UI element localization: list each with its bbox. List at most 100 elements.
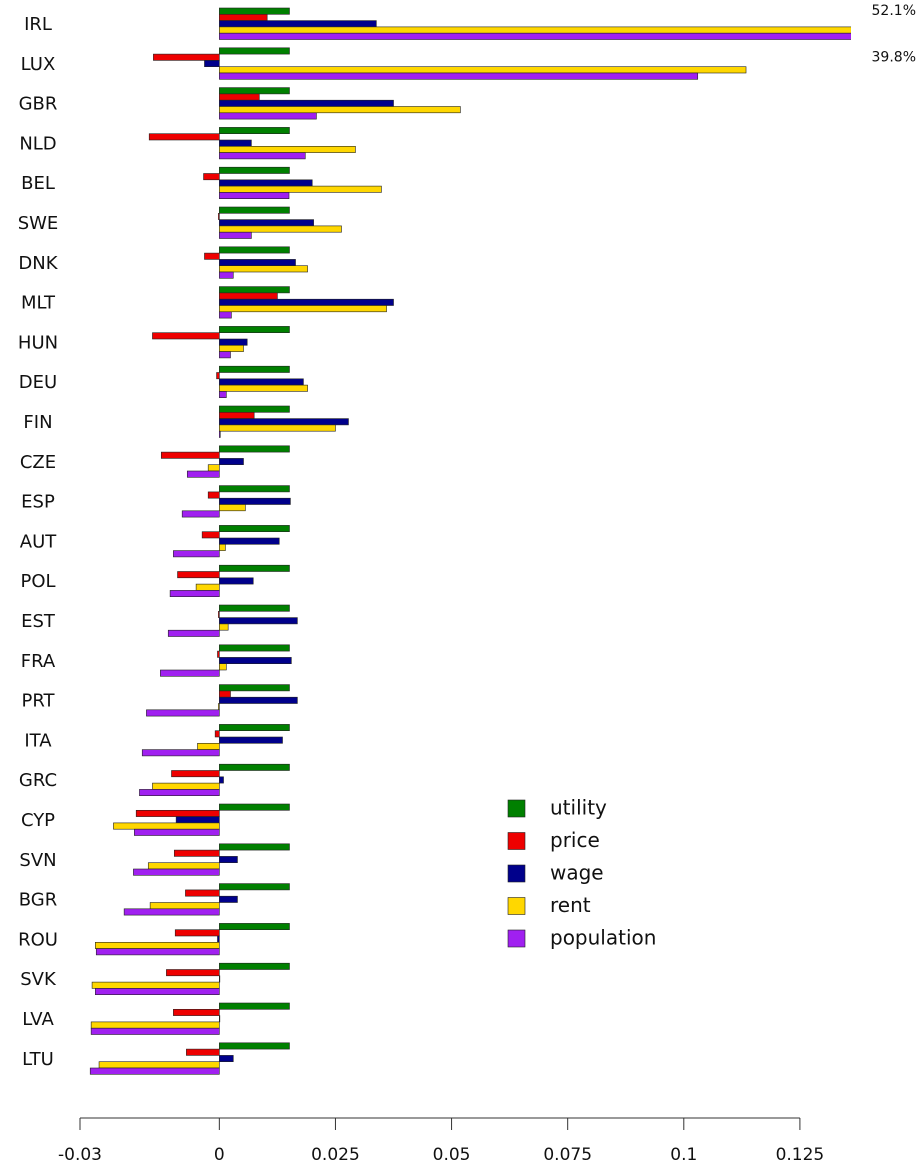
bar (219, 418, 349, 426)
bar (152, 782, 220, 790)
bar (219, 139, 252, 147)
bar (135, 809, 220, 817)
bar (219, 564, 290, 572)
x-tick-label: 0.075 (543, 1145, 592, 1165)
bar (219, 657, 292, 665)
category-label: LVA (22, 1009, 54, 1030)
bar (219, 1002, 290, 1010)
category-label: ITA (24, 730, 52, 751)
bar (219, 32, 851, 40)
bar (219, 344, 244, 352)
bar (219, 14, 268, 21)
bar (219, 543, 226, 551)
bar (219, 776, 224, 784)
legend-swatch (507, 929, 526, 948)
value-label: 39.8% (872, 49, 916, 65)
bar (204, 252, 220, 260)
bar (219, 696, 298, 704)
bar (219, 72, 699, 80)
bar (175, 816, 220, 824)
bar (219, 265, 308, 273)
bar (219, 311, 232, 319)
category-label: LUX (21, 54, 56, 75)
bar (134, 828, 220, 836)
x-tick-label: 0.025 (311, 1145, 360, 1165)
bar (219, 644, 290, 652)
bar (153, 53, 220, 61)
bar (219, 537, 280, 545)
bar (123, 908, 220, 916)
category-label: AUT (20, 531, 57, 552)
bar (219, 424, 336, 432)
bar (89, 1067, 220, 1075)
bar (219, 378, 304, 386)
legend-label: price (550, 828, 600, 852)
category-label: GRC (19, 770, 57, 791)
category-label: GBR (19, 94, 58, 115)
category-label: POL (20, 571, 55, 592)
category-label: PRT (21, 691, 55, 712)
category-label: DEU (19, 372, 57, 393)
bar (113, 822, 220, 830)
bar (219, 219, 314, 227)
plot-area (89, 7, 851, 1075)
legend-label: utility (550, 796, 607, 820)
bar (147, 862, 220, 870)
bar (219, 763, 290, 771)
bar (219, 225, 342, 233)
bar (219, 690, 231, 698)
bar (219, 351, 231, 359)
category-label: IRL (24, 14, 52, 35)
bar (219, 975, 221, 983)
bar (174, 929, 220, 937)
bar (219, 246, 290, 254)
bar (219, 127, 290, 135)
bar (219, 87, 290, 95)
bar (171, 770, 220, 778)
value-label: 52.1% (872, 3, 916, 19)
bar (133, 868, 220, 876)
bar (98, 1061, 220, 1069)
bar (219, 485, 290, 493)
bar (219, 445, 290, 453)
bar (219, 1055, 234, 1063)
x-tick-label: 0.05 (433, 1145, 471, 1165)
legend-label: wage (550, 861, 604, 885)
category-label: EST (21, 611, 56, 632)
bar (219, 962, 290, 970)
bar (219, 895, 238, 903)
bar (152, 332, 220, 340)
bar (95, 948, 220, 956)
category-label: SVN (19, 850, 56, 871)
bar (167, 629, 220, 637)
bar (219, 525, 290, 533)
bar (219, 604, 290, 612)
bar (219, 736, 283, 744)
bar (219, 856, 238, 864)
bar (219, 7, 290, 15)
bar (219, 1042, 290, 1050)
bar (219, 185, 382, 193)
bar (219, 617, 298, 625)
bar (219, 663, 227, 671)
bar (91, 981, 220, 989)
bar (219, 20, 377, 28)
legend-swatch (507, 864, 526, 883)
x-tick-label: 0 (214, 1145, 225, 1165)
bar (219, 47, 290, 55)
bar (219, 26, 851, 34)
category-label: MLT (21, 293, 56, 314)
legend-swatch (507, 897, 526, 915)
category-label: HUN (18, 332, 58, 353)
bar (207, 464, 220, 472)
bar (218, 703, 220, 711)
bar (160, 451, 220, 459)
bar (219, 365, 290, 373)
category-label: DNK (18, 253, 58, 274)
bar (219, 286, 290, 294)
bar (149, 902, 220, 910)
bar (219, 923, 290, 931)
bar (219, 231, 252, 239)
bar (173, 849, 220, 857)
